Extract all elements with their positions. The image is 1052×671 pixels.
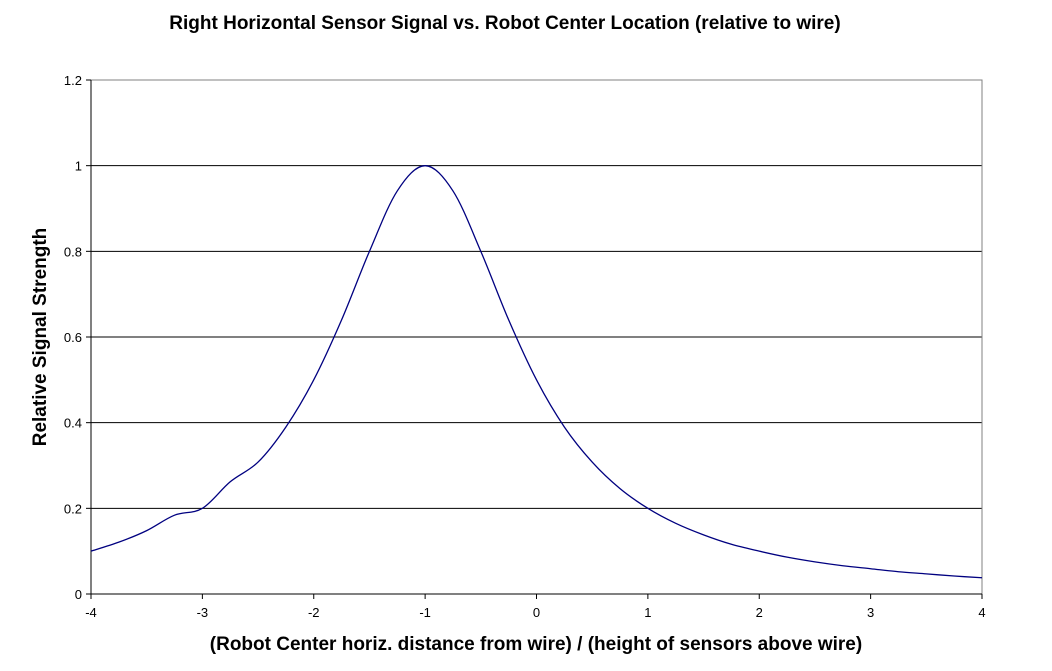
y-axis-label: Relative Signal Strength bbox=[30, 228, 51, 447]
x-axis-label: (Robot Center horiz. distance from wire)… bbox=[210, 634, 862, 655]
gridlines bbox=[91, 165, 982, 509]
y-tick-label: 0.6 bbox=[64, 330, 82, 345]
x-tick-label: 1 bbox=[644, 605, 651, 620]
x-tick-label: -4 bbox=[85, 605, 97, 620]
x-tick-label: 2 bbox=[756, 605, 763, 620]
chart-title: Right Horizontal Sensor Signal vs. Robot… bbox=[169, 13, 840, 34]
series bbox=[90, 165, 983, 579]
x-tick-label: 4 bbox=[978, 605, 985, 620]
y-tick-label: 0.8 bbox=[64, 244, 82, 259]
y-tick-label: 0.2 bbox=[64, 501, 82, 516]
x-axis: -4 -3 -2 -1 0 1 2 3 4 bbox=[85, 593, 986, 620]
x-tick-label: 0 bbox=[533, 605, 540, 620]
y-tick-label: 0.4 bbox=[64, 416, 82, 431]
series-line bbox=[90, 165, 983, 579]
x-tick-label: -3 bbox=[197, 605, 209, 620]
y-tick-label: 1.2 bbox=[64, 73, 82, 88]
x-tick-label: 3 bbox=[867, 605, 874, 620]
x-tick-label: -2 bbox=[308, 605, 320, 620]
y-tick-label: 0 bbox=[75, 587, 82, 602]
y-axis: 0 0.2 0.4 0.6 0.8 1 1.2 bbox=[64, 73, 92, 602]
x-tick-label: -1 bbox=[419, 605, 431, 620]
y-tick-label: 1 bbox=[75, 159, 82, 174]
